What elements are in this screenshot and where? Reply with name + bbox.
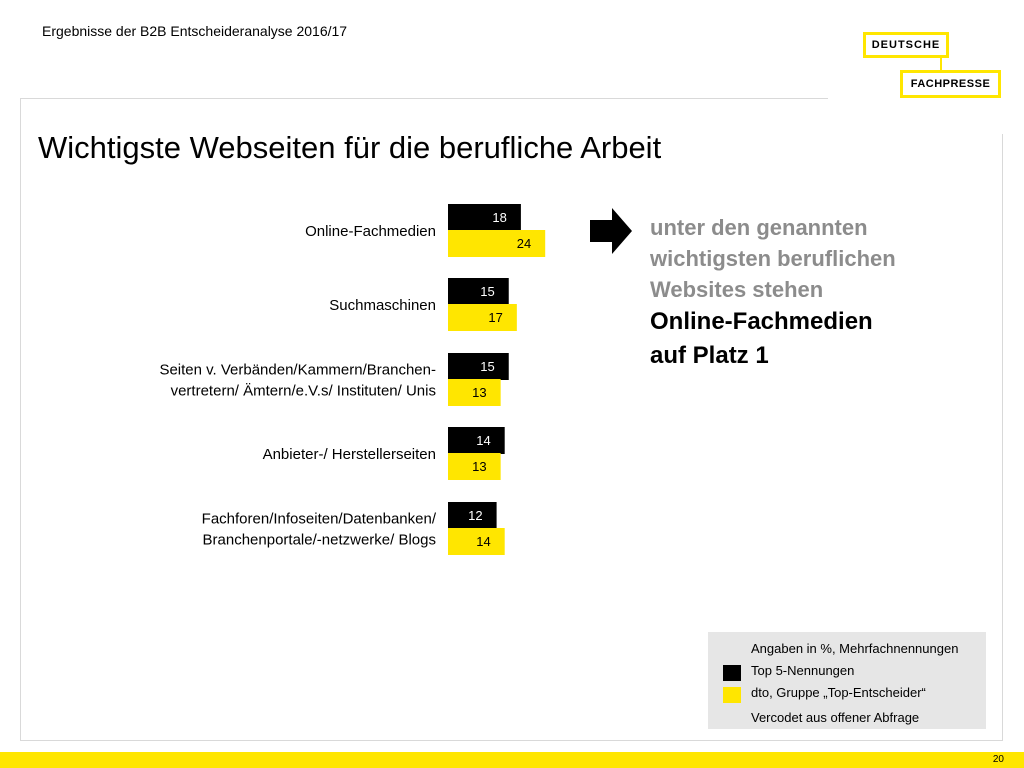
bar-series1-cat3	[448, 353, 509, 380]
footer-bar	[0, 752, 1024, 768]
data-label-series1-cat2: 15	[480, 284, 494, 299]
bar-series2-cat1	[448, 230, 546, 257]
bar-series1-cat1	[448, 204, 521, 231]
frame-top-border	[20, 98, 828, 99]
data-label-series2-cat5: 14	[476, 534, 490, 549]
finding-line-3: Websites stehen	[650, 277, 824, 302]
page-title: Wichtigste Webseiten für die berufliche …	[38, 130, 662, 165]
category-label-1: Online-Fachmedien	[305, 223, 436, 240]
logo-fachpresse: FACHPRESSE	[900, 70, 1001, 98]
legend-note-units: Angaben in %, Mehrfachnennungen	[751, 641, 959, 656]
frame-left-border	[20, 98, 21, 741]
bar-series2-cat2	[448, 304, 517, 331]
arrow-right-icon	[590, 208, 632, 254]
frame-bottom-border	[20, 740, 1003, 741]
data-label-series2-cat3: 13	[472, 385, 486, 400]
frame-right-border	[1002, 134, 1003, 741]
bar-series1-cat2	[448, 278, 509, 305]
data-label-series1-cat5: 12	[468, 508, 482, 523]
data-label-series1-cat1: 18	[492, 210, 506, 225]
data-label-series1-cat3: 15	[480, 359, 494, 374]
finding-line-1: unter den genannten	[650, 215, 868, 240]
logo-line1: DEUTSCHE	[871, 39, 941, 51]
data-label-series2-cat4: 13	[472, 459, 486, 474]
category-label-5-line2: Branchenportale/-netzwerke/ Blogs	[203, 532, 436, 549]
legend-label-series1: Top 5-Nennungen	[751, 663, 855, 678]
logo-line2: FACHPRESSE	[910, 78, 991, 90]
bar-series2-cat3	[448, 379, 501, 406]
legend-box: Angaben in %, Mehrfachnennungen Top 5-Ne…	[708, 632, 986, 729]
legend-swatch-series1	[723, 665, 741, 681]
category-label-2: Suchmaschinen	[329, 297, 436, 314]
category-label-3-line1: Seiten v. Verbänden/Kammern/Branchen-	[159, 362, 436, 379]
category-label-5-line1: Fachforen/Infoseiten/Datenbanken/	[202, 511, 437, 528]
logo-connector	[940, 56, 942, 72]
data-label-series1-cat4: 14	[476, 433, 490, 448]
logo-deutsche: DEUTSCHE	[863, 32, 949, 58]
key-finding: unter den genannten wichtigsten beruflic…	[650, 212, 950, 373]
bar-series1-cat4	[448, 427, 505, 454]
legend-label-series2: dto, Gruppe „Top-Entscheider“	[751, 685, 926, 700]
bar-series2-cat4	[448, 453, 501, 480]
bar-series2-cat5	[448, 528, 505, 555]
finding-line-2: wichtigsten beruflichen	[650, 246, 896, 271]
data-label-series2-cat2: 17	[488, 310, 502, 325]
category-label-3-line2: vertretern/ Ämtern/e.V.s/ Instituten/ Un…	[171, 383, 436, 400]
page-number: 20	[992, 754, 1004, 765]
finding-line-4: Online-Fachmedien	[650, 308, 873, 335]
finding-line-5: auf Platz 1	[650, 342, 769, 369]
legend-swatch-series2	[723, 687, 741, 703]
category-label-4: Anbieter-/ Herstellerseiten	[263, 446, 436, 463]
bar-series1-cat5	[448, 502, 497, 529]
data-label-series2-cat1: 24	[517, 236, 531, 251]
report-title: Ergebnisse der B2B Entscheideranalyse 20…	[42, 23, 348, 39]
legend-note-source: Vercodet aus offener Abfrage	[751, 710, 920, 725]
